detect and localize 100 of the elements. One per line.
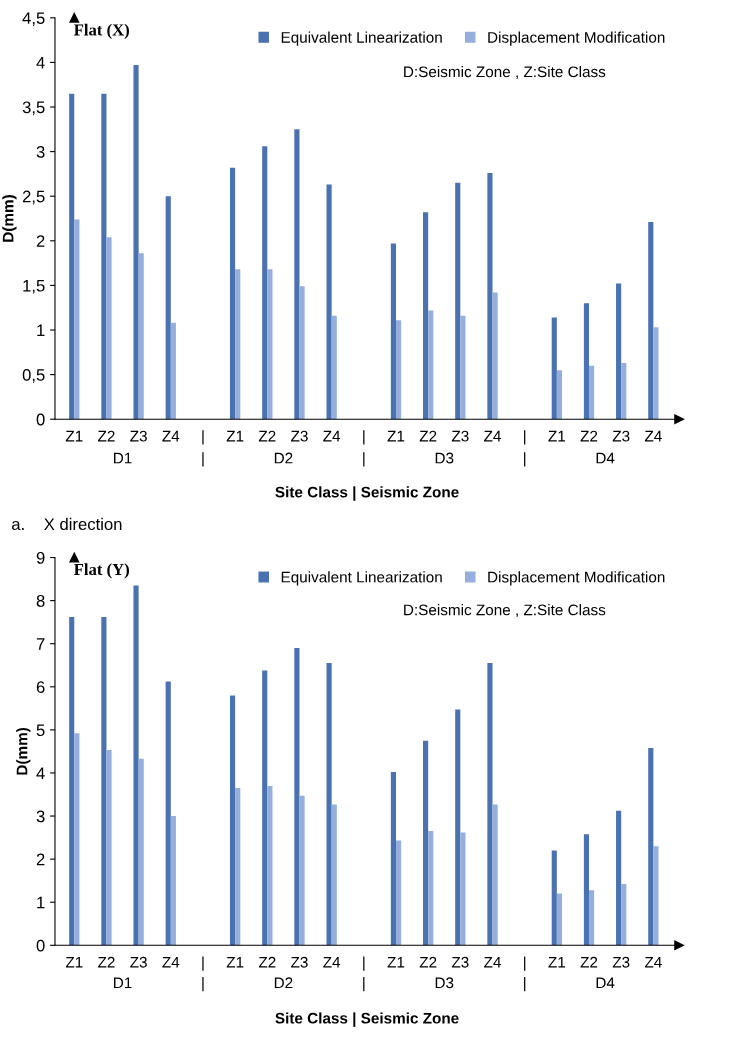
text: | bbox=[524, 976, 526, 992]
bar bbox=[589, 365, 595, 420]
x-tick-label: | bbox=[202, 430, 204, 445]
bar bbox=[492, 804, 498, 946]
bar bbox=[621, 363, 627, 420]
bar bbox=[294, 129, 300, 420]
bar bbox=[390, 243, 396, 420]
x-tick-label: Z4 bbox=[484, 430, 501, 442]
y-tick-label: 4 bbox=[36, 767, 45, 779]
bar bbox=[133, 65, 139, 420]
x-tick-label: Z2 bbox=[419, 956, 437, 968]
bar bbox=[428, 310, 434, 420]
bar bbox=[460, 832, 466, 946]
legend-label: Equivalent Linearization bbox=[281, 31, 442, 46]
x-tick-label: Z2 bbox=[98, 430, 115, 442]
bar bbox=[74, 219, 80, 420]
x-tick-label: | bbox=[363, 956, 365, 971]
bar bbox=[299, 795, 305, 946]
x-tick-label: Z1 bbox=[387, 430, 405, 442]
x-tick-label: Z2 bbox=[258, 430, 276, 442]
bar bbox=[648, 222, 654, 420]
x-tick-label: Z2 bbox=[98, 956, 115, 968]
x-tick-label: Z2 bbox=[580, 430, 598, 442]
bar bbox=[106, 237, 112, 420]
text: | bbox=[363, 976, 365, 992]
bar bbox=[101, 93, 107, 420]
x-axis-title: Site Class | Seismic Zone bbox=[275, 1012, 459, 1027]
text: | bbox=[524, 452, 526, 467]
bar bbox=[326, 663, 332, 946]
bar bbox=[133, 585, 139, 946]
x-tick-label: Z3 bbox=[130, 956, 147, 968]
bar bbox=[331, 315, 337, 420]
text: D1 bbox=[114, 452, 132, 464]
chart-title: Flat (Y) bbox=[73, 563, 129, 579]
legend-label: Equivalent Linearization bbox=[281, 571, 442, 586]
bar bbox=[106, 750, 112, 946]
x-tick-label: Z2 bbox=[258, 956, 276, 968]
bar bbox=[165, 196, 171, 420]
bar bbox=[621, 884, 627, 946]
bar bbox=[74, 733, 80, 946]
bar bbox=[396, 840, 402, 946]
bar bbox=[428, 831, 434, 946]
text: D3 bbox=[435, 452, 454, 464]
text: | bbox=[202, 452, 204, 467]
bar bbox=[165, 681, 171, 946]
x-tick-label: Z3 bbox=[291, 430, 308, 442]
x-tick-label: Z4 bbox=[323, 430, 341, 442]
text: D:Seismic Zone , Z:Site Class bbox=[404, 604, 606, 618]
bar bbox=[262, 146, 268, 420]
y-tick-label: 3 bbox=[36, 810, 45, 823]
x-tick-label: Z4 bbox=[484, 956, 501, 968]
bar bbox=[170, 816, 176, 946]
bar bbox=[492, 292, 498, 420]
bar bbox=[235, 269, 241, 420]
bar bbox=[331, 804, 337, 946]
x-tick-label: Z3 bbox=[451, 956, 469, 968]
bar bbox=[589, 890, 595, 946]
x-tick-label: Z3 bbox=[291, 956, 308, 968]
bar bbox=[267, 269, 273, 420]
bar bbox=[583, 303, 590, 420]
y-tick-label: 2 bbox=[36, 853, 45, 866]
x-tick-label: | bbox=[524, 956, 526, 971]
y-tick-label: 2 bbox=[36, 235, 45, 247]
x-tick-label: | bbox=[363, 430, 365, 445]
y-tick-label: 0 bbox=[36, 413, 45, 426]
text: | bbox=[363, 452, 365, 467]
bar bbox=[583, 834, 590, 946]
bar bbox=[69, 93, 75, 420]
text: D2 bbox=[274, 452, 293, 464]
bar bbox=[390, 772, 396, 946]
bar bbox=[229, 695, 236, 946]
bar bbox=[294, 648, 300, 946]
text: | bbox=[202, 976, 204, 992]
bar bbox=[556, 893, 562, 946]
x-tick-label: Z3 bbox=[451, 430, 469, 442]
bar bbox=[616, 810, 622, 946]
bar bbox=[138, 253, 144, 420]
legend-label: Displacement Modification bbox=[488, 31, 665, 46]
bar bbox=[551, 850, 557, 946]
x-tick-label: Z2 bbox=[419, 430, 437, 442]
x-tick-label: Z1 bbox=[548, 430, 566, 442]
bar bbox=[487, 173, 493, 420]
x-tick-label: Z3 bbox=[612, 430, 630, 442]
text: D4 bbox=[596, 977, 615, 989]
bar bbox=[556, 370, 562, 420]
y-tick-label: 4 bbox=[36, 56, 45, 69]
y-axis-title: D(mm) bbox=[2, 195, 17, 242]
x-tick-label: | bbox=[524, 430, 526, 445]
bar bbox=[551, 317, 557, 420]
x-tick-label: Z3 bbox=[612, 956, 630, 968]
x-tick-label: Z1 bbox=[226, 430, 244, 442]
y-tick-label: 3,5 bbox=[22, 101, 45, 116]
x-tick-label: Z1 bbox=[387, 956, 405, 968]
bar bbox=[423, 740, 429, 946]
y-tick-label: 4,5 bbox=[22, 12, 45, 26]
y-tick-label: 9 bbox=[36, 551, 45, 564]
x-tick-label: Z4 bbox=[162, 430, 180, 442]
bar bbox=[235, 788, 241, 946]
x-tick-label: Z1 bbox=[548, 956, 566, 968]
bar bbox=[653, 327, 659, 420]
